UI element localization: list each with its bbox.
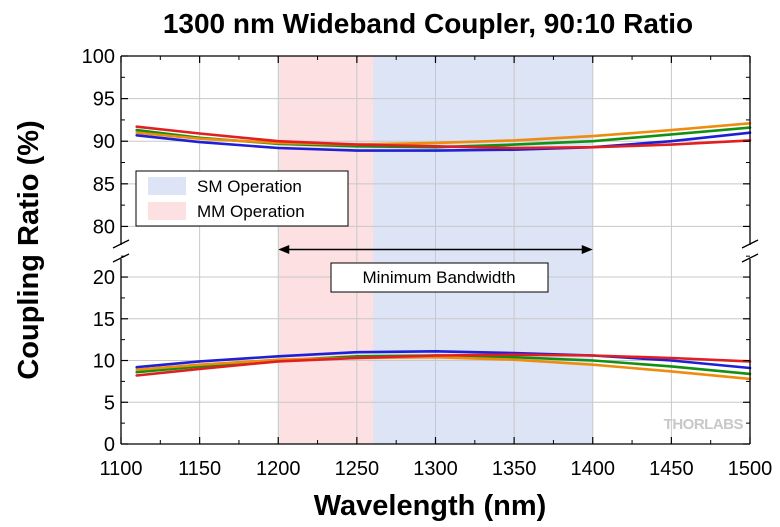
series-line-6 (135, 355, 752, 381)
x-tick-label: 1200 (256, 458, 301, 480)
y-tick-label-lower: 15 (93, 309, 115, 331)
series-line-8 (135, 353, 752, 377)
series-line-1 (135, 131, 752, 152)
bandwidth-arrow-right-head (581, 244, 593, 254)
x-tick-label: 1450 (649, 458, 694, 480)
x-tick-label: 1300 (413, 458, 458, 480)
bandwidth-label-box (330, 262, 549, 293)
x-tick-label: 1400 (571, 458, 616, 480)
axis-break-mark-left-2 (112, 253, 130, 263)
chart-title: 1300 nm Wideband Coupler, 90:10 Ratio (163, 8, 693, 39)
y-tick-label-lower: 10 (93, 351, 115, 373)
y-axis-title: Coupling Ratio (%) (13, 120, 45, 379)
legend: SM Operation MM Operation (135, 170, 349, 227)
x-tick-label: 1350 (492, 458, 537, 480)
y-tick-label-upper: 80 (93, 216, 115, 238)
x-tick-label: 1250 (335, 458, 380, 480)
x-tick-label: 1500 (728, 458, 773, 480)
tick-labels-layer: 1100 1150 1200 1250 1300 1350 1400 1450 1500 80 85… (82, 46, 773, 480)
legend-swatch-sm (148, 177, 186, 195)
min-bandwidth-annotation: Minimum Bandwidth (278, 244, 593, 293)
y-tick-label-upper: 100 (82, 46, 115, 68)
bandwidth-arrow-left-head (278, 244, 290, 254)
series-line-5 (135, 122, 752, 146)
series-layer (135, 122, 752, 381)
legend-swatch-mm (148, 202, 186, 220)
y-tick-label-lower: 20 (93, 267, 115, 289)
axis-break-mark-left-1 (112, 239, 130, 249)
axis-break-mark-right-1 (741, 239, 759, 249)
x-axis-title: Wavelength (nm) (314, 490, 547, 522)
y-tick-label-upper: 85 (93, 174, 115, 196)
thorlabs-logo: THORLABS (664, 416, 744, 433)
bandwidth-label: Minimum Bandwidth (362, 268, 515, 287)
series-line-2 (135, 349, 752, 370)
x-tick-label: 1100 (99, 458, 142, 480)
legend-label-sm: SM Operation (197, 177, 302, 196)
y-tick-label-upper: 95 (93, 89, 115, 111)
y-tick-label-lower: 5 (104, 392, 115, 414)
axis-break-mark-right-2 (741, 253, 759, 263)
y-tick-label-upper: 90 (93, 131, 115, 153)
y-tick-label-lower: 0 (104, 434, 115, 456)
x-tick-label: 1150 (178, 458, 221, 480)
legend-label-mm: MM Operation (197, 202, 305, 221)
series-line-7 (135, 125, 752, 150)
ticks-layer (120, 55, 751, 445)
